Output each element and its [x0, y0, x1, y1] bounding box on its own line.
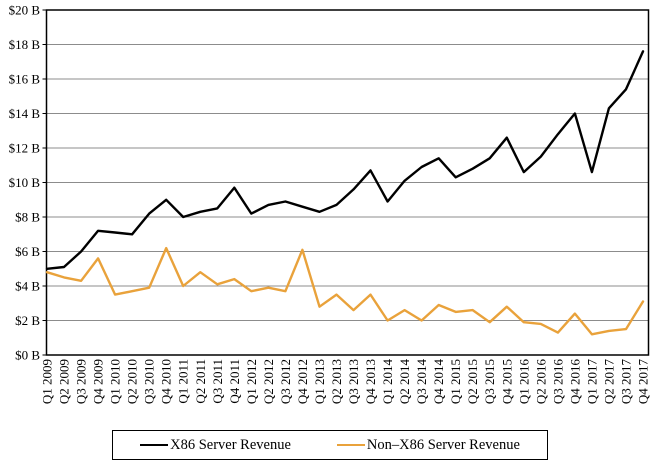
- x-tick-label: Q3 2015: [482, 359, 497, 404]
- x-tick-label: Q1 2010: [108, 359, 123, 404]
- x-tick-label: Q2 2009: [57, 359, 72, 404]
- x-tick-label: Q4 2011: [227, 359, 242, 404]
- legend-label-x86: X86 Server Revenue: [170, 436, 291, 453]
- x-tick-label: Q3 2012: [278, 359, 293, 404]
- y-tick-label: $0 B: [15, 348, 40, 363]
- x-tick-label: Q2 2010: [125, 359, 140, 404]
- x-tick-label: Q2 2017: [601, 359, 616, 405]
- x-tick-label: Q4 2016: [567, 359, 582, 405]
- legend-entry-x86: X86 Server Revenue: [140, 437, 291, 454]
- x-tick-label: Q2 2014: [397, 359, 412, 405]
- y-tick-label: $12 B: [9, 141, 41, 156]
- series-line-x86: [45, 50, 645, 270]
- x-tick-label: Q3 2014: [414, 359, 429, 405]
- y-axis-labels: $0 B $2 B $4 B $6 B $8 B $10 B $12 B $14 B $16 B…: [9, 3, 41, 363]
- x-tick-label: Q1 2013: [312, 359, 327, 404]
- non-x86-line-swatch: [336, 444, 365, 446]
- x-tick-label: Q4 2012: [295, 359, 310, 404]
- x-tick-label: Q2 2016: [533, 359, 548, 405]
- x-tick-label: Q3 2010: [142, 359, 157, 404]
- x-tick-label: Q2 2012: [261, 359, 276, 404]
- x-tick-label: Q1 2012: [244, 359, 259, 404]
- y-tick-label: $14 B: [9, 106, 41, 121]
- x-tick-label: Q4 2017: [636, 359, 651, 405]
- x-tick-label: Q2 2011: [193, 359, 208, 404]
- y-tick-label: $18 B: [9, 37, 41, 52]
- x-tick-label: Q4 2013: [363, 359, 378, 404]
- x-tick-label: Q2 2013: [329, 359, 344, 404]
- plot-border-box: [45, 9, 650, 356]
- y-tick-label: $8 B: [15, 210, 40, 225]
- y-tick-label: $2 B: [15, 313, 40, 328]
- x-tick-label: Q1 2014: [380, 359, 395, 405]
- series-line-non-x86: [45, 246, 645, 336]
- x-tick-label: Q3 2011: [210, 359, 225, 404]
- x-tick-label: Q1 2011: [176, 359, 191, 404]
- x-tick-label: Q4 2009: [91, 359, 106, 404]
- x-tick-label: Q1 2009: [40, 359, 55, 404]
- x-axis-labels: Q1 2009 Q2 2009 Q3 2009 Q4 2009 Q1 2010 Q2 20…: [40, 359, 651, 405]
- x-tick-label: Q1 2016: [516, 359, 531, 405]
- x-tick-label: Q4 2015: [499, 359, 514, 404]
- x-tick-label: Q3 2016: [550, 359, 565, 405]
- x-tick-label: Q4 2014: [431, 359, 446, 405]
- gridlines: [46, 44, 649, 321]
- y-tick-label: $6 B: [15, 244, 40, 259]
- legend-label-non-x86: Non–X86 Server Revenue: [366, 436, 520, 453]
- x86-line-swatch: [140, 444, 169, 446]
- x-tick-label: Q3 2013: [346, 359, 361, 404]
- x-tick-label: Q4 2010: [159, 359, 174, 404]
- x-tick-label: Q2 2015: [465, 359, 480, 404]
- y-tick-label: $10 B: [9, 175, 41, 190]
- legend: X86 Server Revenue Non–X86 Server Revenu…: [112, 430, 548, 460]
- series-lines: [45, 50, 645, 336]
- y-tick-label: $16 B: [9, 72, 41, 87]
- x-tick-label: Q3 2017: [618, 359, 633, 405]
- legend-entry-non-x86: Non–X86 Server Revenue: [336, 436, 520, 454]
- x-tick-label: Q1 2017: [584, 359, 599, 405]
- x-tick-label: Q3 2009: [74, 359, 89, 404]
- plot-border: [45, 9, 650, 356]
- y-tick-label: $4 B: [15, 279, 40, 294]
- x-tick-label: Q1 2015: [448, 359, 463, 404]
- y-tick-label: $20 B: [9, 3, 41, 18]
